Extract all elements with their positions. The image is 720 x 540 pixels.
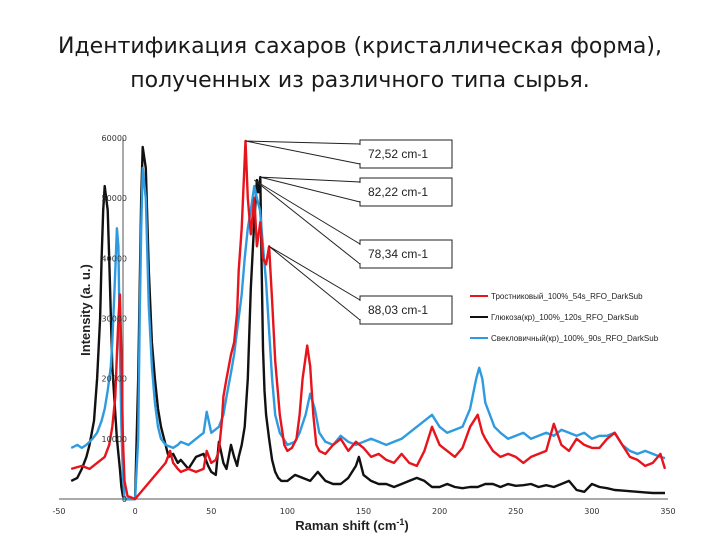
title-line-2: полученных из различного типа сырья. (130, 68, 590, 93)
x-tick-label: 300 (584, 507, 599, 516)
legend-label-1: Глюкоза(кр)_100%_120s_RFO_DarkSub (491, 313, 639, 322)
annotation-label: 72,52 cm-1 (368, 147, 428, 161)
x-tick-label: 350 (660, 507, 675, 516)
y-tick-label: 50000 (102, 194, 127, 203)
y-tick-label: 0 (122, 495, 127, 504)
annotation-joint (359, 245, 362, 263)
y-tick-label: 30000 (102, 315, 127, 324)
annotation-joint (359, 145, 362, 163)
x-tick-label: 50 (206, 507, 216, 516)
annotation-callout: 82,22 cm-1 (260, 176, 453, 207)
series-line-0 (70, 139, 667, 501)
y-axis-label-group: Intensity (a. u.) (78, 264, 93, 356)
annotation-label: 78,34 cm-1 (368, 247, 428, 261)
y-axis-label: Intensity (a. u.) (78, 264, 93, 356)
y-tick-label: 20000 (102, 375, 127, 384)
page-title: Идентификация сахаров (кристаллическая ф… (0, 30, 720, 98)
y-tick-label: 60000 (102, 134, 127, 143)
x-tick-label: -50 (52, 507, 65, 516)
x-tick-label: 0 (133, 507, 138, 516)
annotation-callout: 78,34 cm-1 (254, 179, 453, 269)
annotation-callout: 88,03 cm-1 (268, 245, 453, 325)
x-tick-label: 250 (508, 507, 523, 516)
title-line-1: Идентификация сахаров (кристаллическая ф… (57, 34, 662, 59)
y-tick-label: 40000 (102, 254, 127, 263)
x-axis-label-main: Raman shift (cm (295, 518, 396, 533)
x-axis-label-close: ) (404, 518, 408, 533)
x-tick-label: 200 (432, 507, 447, 516)
x-axis-label-exp: -1 (396, 517, 404, 527)
annotation-pointer (245, 140, 361, 165)
series-line-2 (70, 166, 666, 501)
legend-label-2: Свекловичный(кр)_100%_90s_RFO_DarkSub (491, 334, 659, 343)
annotation-callout: 72,52 cm-1 (245, 139, 453, 169)
legend: Тростниковый_100%_54s_RFO_DarkSub Глюкоз… (466, 284, 676, 350)
x-axis-label: Raman shift (cm-1) (295, 517, 409, 533)
y-tick-label: 10000 (102, 435, 127, 444)
legend-box (466, 284, 676, 350)
series-layer (70, 139, 667, 501)
annotation-box (359, 295, 453, 325)
x-tick-label: 150 (356, 507, 371, 516)
annotation-pointer (260, 176, 361, 203)
annotation-pointer (268, 245, 361, 322)
annotation-box (359, 239, 453, 269)
x-tick-labels: -50 0 50 100 150 200 250 300 350 (52, 507, 675, 516)
y-tick-labels: 0 10000 20000 30000 40000 50000 60000 (102, 134, 127, 504)
x-tick-label: 100 (280, 507, 295, 516)
annotation-label: 82,22 cm-1 (368, 185, 428, 199)
annotation-joint (359, 301, 362, 319)
legend-label-0: Тростниковый_100%_54s_RFO_DarkSub (491, 292, 643, 301)
annotation-label: 88,03 cm-1 (368, 303, 428, 317)
peak-annotations: 72,52 cm-1 82,22 cm-1 78,34 cm-1 88,03 cm-1 (245, 139, 453, 325)
annotation-joint (359, 183, 362, 201)
